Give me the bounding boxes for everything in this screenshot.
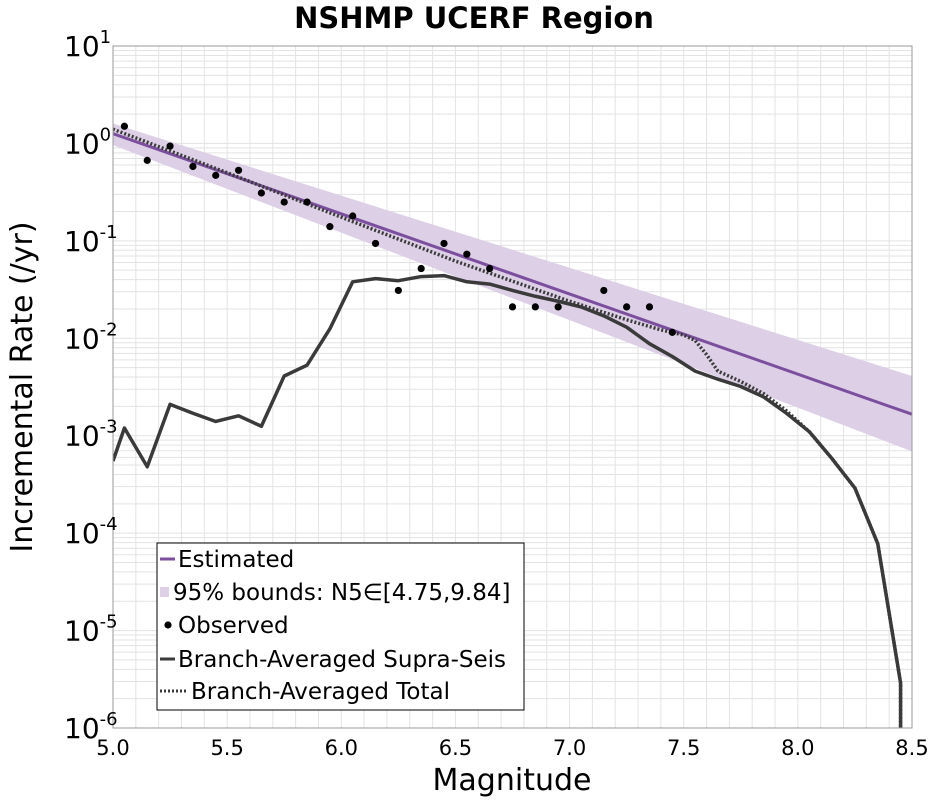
x-axis-title: Magnitude <box>433 763 592 798</box>
x-tick-label: 7.0 <box>553 736 586 760</box>
x-tick-label: 5.0 <box>96 736 129 760</box>
x-tick-label: 8.5 <box>895 736 928 760</box>
y-tick-label: 10-2 <box>64 319 118 355</box>
observed-point <box>234 166 243 174</box>
y-tick-label: 101 <box>64 27 111 63</box>
observed-point <box>189 162 197 171</box>
series-layer <box>113 122 912 728</box>
y-tick-label: 10-4 <box>64 514 118 550</box>
legend-swatch-observed <box>164 621 172 629</box>
observed-point <box>463 250 471 258</box>
x-tick-label: 6.5 <box>439 736 472 760</box>
supra-seis-line <box>113 273 903 728</box>
y-tick-label: 10-3 <box>64 417 118 453</box>
observed-point <box>600 286 608 295</box>
x-tick-label: 5.5 <box>210 736 243 760</box>
observed-point <box>531 303 539 311</box>
observed-point <box>554 303 562 311</box>
observed-point <box>303 198 311 206</box>
y-tick-label: 10-6 <box>64 709 118 745</box>
observed-point <box>486 264 494 273</box>
observed-point <box>143 156 151 164</box>
legend-label-total: Branch-Averaged Total <box>191 679 450 705</box>
plot-frame <box>112 45 913 729</box>
legend-label-observed: Observed <box>178 613 289 639</box>
observed-point <box>280 198 288 206</box>
observed-point <box>212 171 220 179</box>
observed-point <box>508 303 517 311</box>
y-axis-title: Incremental Rate (/yr) <box>5 221 40 552</box>
legend-box <box>156 542 525 711</box>
observed-point <box>326 223 334 231</box>
observed-point <box>166 142 174 150</box>
observed-point <box>371 239 380 248</box>
legend-swatch-bounds <box>160 587 169 597</box>
estimated-line <box>113 132 912 416</box>
observed-point <box>120 122 129 130</box>
observed-point <box>417 264 425 273</box>
chart-title: NSHMP UCERF Region <box>294 1 654 35</box>
observed-point <box>349 212 357 220</box>
legend-label-supra: Branch-Averaged Supra-Seis <box>178 647 506 673</box>
observed-point <box>257 189 265 197</box>
y-tick-label: 10-1 <box>64 222 118 258</box>
legend-label-bounds: 95% bounds: N5∈[4.75,9.84] <box>173 580 510 606</box>
observed-point <box>645 303 654 311</box>
x-tick-label: 6.0 <box>325 736 358 760</box>
observed-point <box>623 303 631 311</box>
x-tick-label: 8.0 <box>781 736 814 760</box>
legend: Estimated 95% bounds: N5∈[4.75,9.84] Obser… <box>156 542 525 711</box>
observed-point <box>668 328 676 336</box>
x-tick-label: 7.5 <box>667 736 700 760</box>
y-tick-label: 100 <box>64 124 111 160</box>
observed-point <box>394 286 402 295</box>
y-tick-label: 10-5 <box>64 612 118 648</box>
legend-label-estimated: Estimated <box>178 547 294 573</box>
observed-point <box>440 239 448 248</box>
